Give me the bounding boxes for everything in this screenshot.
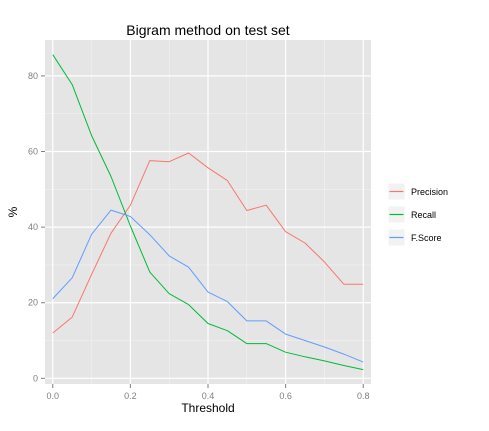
- x-tick-label: 0.4: [202, 391, 215, 401]
- legend-label-precision: Precision: [411, 187, 448, 197]
- x-tick-label: 0.8: [357, 391, 370, 401]
- x-tick-label: 0.2: [124, 391, 137, 401]
- legend: Precision Recall F.Score: [387, 182, 448, 247]
- y-tick-label: 60: [28, 147, 38, 157]
- series-lines: [52, 54, 364, 371]
- x-axis-label: Threshold: [181, 401, 234, 415]
- y-axis: 0 20 40 60 80: [28, 71, 45, 383]
- legend-label-f-score: F.Score: [411, 233, 442, 243]
- series-line-precision: [52, 152, 364, 334]
- series-line-recall: [52, 54, 364, 371]
- x-tick-label: 0.0: [47, 391, 60, 401]
- series-line-f-score: [52, 209, 364, 363]
- y-tick-label: 40: [28, 222, 38, 232]
- y-tick-label: 20: [28, 298, 38, 308]
- y-tick-label: 80: [28, 71, 38, 81]
- major-grid: [45, 40, 371, 384]
- y-axis-label: %: [6, 206, 20, 217]
- chart-title: Bigram method on test set: [126, 22, 290, 38]
- x-axis: 0.0 0.2 0.4 0.6 0.8: [47, 384, 370, 401]
- legend-label-recall: Recall: [411, 210, 436, 220]
- x-tick-label: 0.6: [279, 391, 292, 401]
- y-tick-label: 0: [33, 373, 38, 383]
